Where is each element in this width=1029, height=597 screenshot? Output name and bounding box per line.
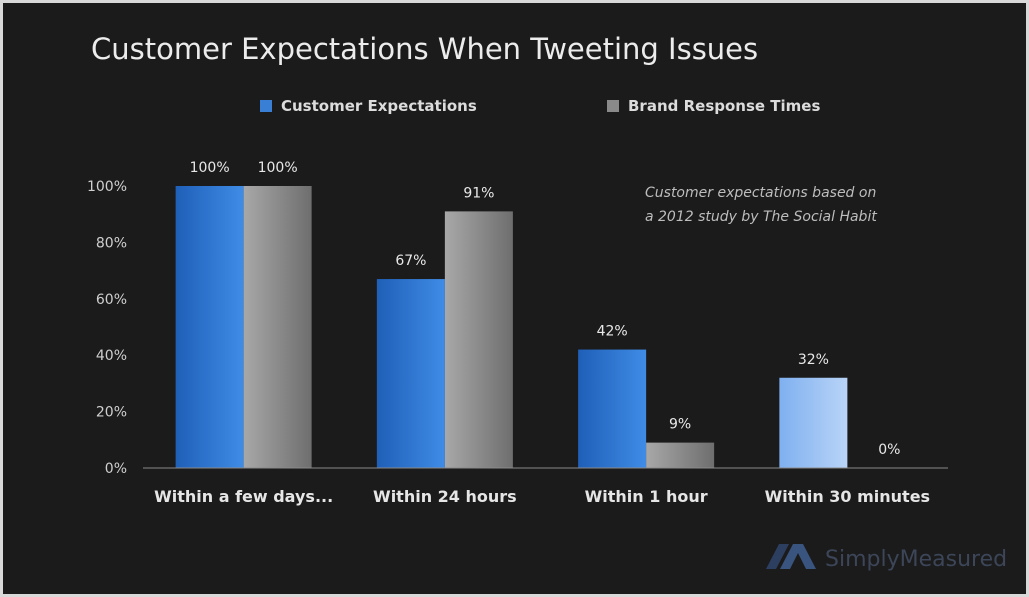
data-label: 67% [395, 253, 426, 269]
bar-customer-expectations-0 [175, 186, 244, 468]
bar-brand-response-times-2 [646, 442, 715, 468]
data-label: 100% [258, 160, 298, 176]
brand-logo-icon [766, 544, 789, 569]
legend-label-brand-response-times: Brand Response Times [628, 97, 820, 115]
y-tick-label: 20% [96, 405, 127, 421]
y-tick-label: 100% [87, 179, 127, 195]
annotation-line-1: Customer expectations based on [645, 185, 876, 201]
legend: Customer Expectations Brand Response Tim… [260, 97, 820, 115]
bar-customer-expectations-1 [376, 279, 445, 468]
data-label: 9% [669, 417, 691, 433]
y-tick-label: 60% [96, 292, 127, 308]
category-label: Within a few days... [154, 487, 333, 506]
y-tick-label: 0% [105, 461, 127, 477]
data-label: 32% [798, 352, 829, 368]
y-tick-label: 40% [96, 348, 127, 364]
data-label: 91% [463, 185, 494, 201]
legend-swatch-brand-response-times [607, 100, 619, 112]
brand-text: SimplyMeasured [825, 547, 1007, 572]
bar-customer-expectations-3 [779, 377, 848, 468]
category-label: Within 30 minutes [765, 487, 930, 506]
data-label: 0% [878, 442, 900, 458]
bar-brand-response-times-1 [444, 211, 513, 468]
annotation-line-2: a 2012 study by The Social Habit [645, 209, 877, 225]
category-label: Within 1 hour [585, 487, 708, 506]
y-axis: 0% 20% 40% 60% 80% 100% [87, 179, 127, 477]
chart-title: Customer Expectations When Tweeting Issu… [91, 32, 758, 66]
data-label: 100% [190, 160, 230, 176]
legend-swatch-customer-expectations [260, 100, 272, 112]
x-axis: Within a few days... Within 24 hours Withi… [154, 487, 930, 506]
bars: 100% 100% 67% 91% 42% 9% 32% 0% [175, 160, 900, 468]
annotation: Customer expectations based on a 2012 st… [645, 185, 877, 225]
data-label: 42% [597, 324, 628, 340]
bar-chart: Customer Expectations When Tweeting Issu… [87, 32, 1007, 572]
bar-customer-expectations-2 [578, 349, 647, 468]
bar-brand-response-times-0 [243, 186, 312, 468]
legend-label-customer-expectations: Customer Expectations [281, 97, 477, 115]
brand-watermark: SimplyMeasured [766, 544, 1007, 572]
y-tick-label: 80% [96, 235, 127, 251]
category-label: Within 24 hours [373, 487, 517, 506]
